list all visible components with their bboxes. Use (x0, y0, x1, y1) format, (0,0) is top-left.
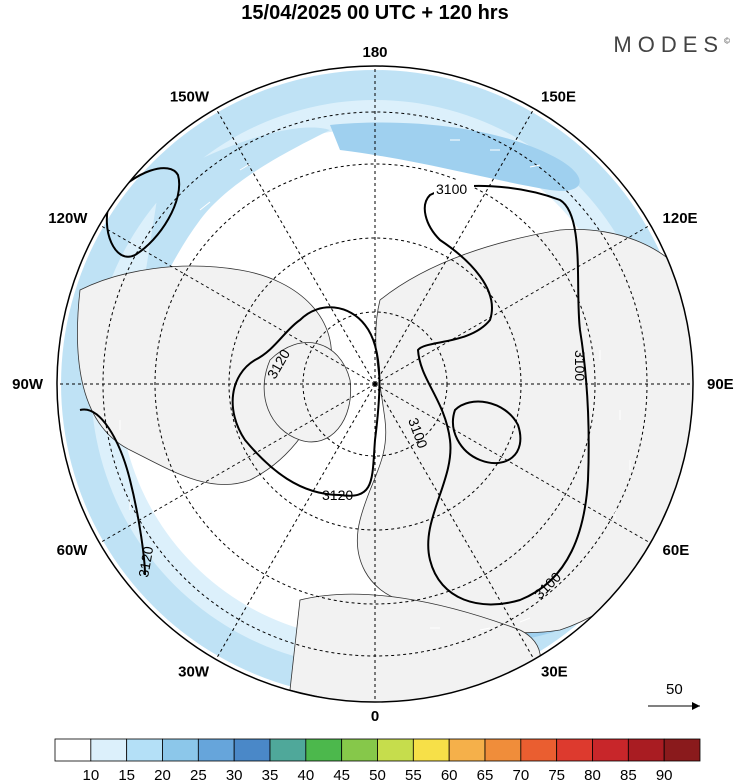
colorbar-swatch (54, 738, 92, 762)
colorbar-swatch (269, 738, 307, 762)
longitude-label: 0 (371, 708, 379, 725)
meridians (57, 66, 693, 702)
land (77, 228, 693, 702)
longitude-label: 90E (707, 376, 734, 393)
colorbar-swatch (90, 738, 128, 762)
meridian-line (99, 224, 376, 385)
colorbar-swatch (305, 738, 343, 762)
colorbar-swatch (520, 738, 558, 762)
longitude-label: 120E (663, 210, 698, 227)
wind-arrow (529, 164, 541, 168)
contour-label-bg (434, 180, 474, 196)
map-border (56, 65, 694, 703)
longitude-label: 150E (541, 88, 576, 105)
meridian-line (215, 108, 376, 385)
wind-vectors (119, 139, 631, 631)
contour-3100-main (416, 184, 590, 606)
contour-label: 3100 (436, 181, 467, 197)
contour-3100-cutoff (452, 400, 522, 465)
colorbar-tick-label: 90 (656, 767, 673, 782)
longitude-label: 180 (362, 44, 387, 61)
contour-label: 3100 (572, 350, 588, 381)
contour-3120-pole (231, 306, 381, 497)
colorbar-swatch (484, 738, 522, 762)
meridian-line (374, 383, 651, 544)
colorbar-swatch (448, 738, 486, 762)
contours (79, 167, 590, 606)
colorbar-tick-label: 70 (512, 767, 529, 782)
colorbar-tick-label: 85 (620, 767, 637, 782)
land-greenland (263, 342, 352, 443)
longitude-label: 150W (170, 88, 210, 105)
colorbar-swatch (412, 738, 450, 762)
longitude-label: 120W (48, 210, 88, 227)
meridian-line (374, 108, 535, 385)
contour-label: 3120 (322, 487, 353, 503)
longitude-label: 90W (12, 376, 44, 393)
wind-arrow (199, 201, 211, 211)
colorbar-tick-label: 50 (369, 767, 386, 782)
colorbar-tick-label: 45 (333, 767, 350, 782)
colorbar-swatch (556, 738, 593, 762)
longitude-label: 60W (57, 542, 89, 559)
colorbar-tick-label: 60 (441, 767, 458, 782)
copyright-mark: © (724, 36, 730, 46)
colorbar-tick-label: 80 (584, 767, 601, 782)
meridian-line (215, 383, 376, 660)
colorbar-tick-label: 25 (190, 767, 207, 782)
longitude-label: 60E (663, 542, 690, 559)
meridian-line (99, 383, 376, 544)
colorbar-swatch (233, 738, 271, 762)
brand-logo: MODES© (613, 32, 730, 58)
meridian-line (374, 383, 535, 660)
wind-jet-pacific (330, 122, 580, 191)
colorbar-swatch (162, 738, 199, 762)
colorbar-swatch (377, 738, 414, 762)
chart-title: 15/04/2025 00 UTC + 120 hrs (241, 2, 509, 24)
contour-3120-atlantic (79, 408, 146, 576)
colorbar-swatch (663, 738, 701, 762)
colorbar-tick-label: 10 (82, 767, 99, 782)
colorbar-tick-label: 75 (548, 767, 565, 782)
colorbar: 10 15 20 25 30 35 40 45 50 55 60 65 70 75 80 85 90 (54, 738, 701, 782)
colorbar-swatch (126, 738, 163, 762)
colorbar-swatch (341, 738, 378, 762)
colorbar-tick-label: 40 (297, 767, 314, 782)
colorbar-tick-label: 35 (262, 767, 279, 782)
wind-arrow (519, 617, 531, 623)
wind-arrow (479, 627, 491, 631)
colorbar-tick-label: 30 (226, 767, 243, 782)
wind-arrow (239, 163, 251, 171)
colorbar-tick-label: 20 (154, 767, 171, 782)
longitude-label: 30W (178, 664, 210, 681)
wind-jet-west (135, 127, 330, 340)
colorbar-swatch (197, 738, 235, 762)
colorbar-tick-label: 15 (118, 767, 135, 782)
graticule (57, 66, 693, 702)
meridian-line (374, 224, 651, 385)
vector-reference-arrow (648, 702, 700, 710)
colorbar-tick-label: 65 (477, 767, 494, 782)
latitude-circle (154, 163, 596, 605)
longitude-label: 30E (541, 664, 568, 681)
contour-high-pacific (105, 167, 181, 258)
longitude-labels: 180 150E 120E 90E 60E 30E 0 30W 60W 90W 120W 150W (12, 44, 734, 725)
contour-label: 3120 (135, 545, 156, 579)
brand-text: MODES (613, 32, 725, 57)
colorbar-tick-label: 55 (405, 767, 422, 782)
colorbar-swatch (627, 738, 665, 762)
vector-reference-value: 50 (666, 681, 683, 698)
colorbar-swatch (592, 738, 629, 762)
